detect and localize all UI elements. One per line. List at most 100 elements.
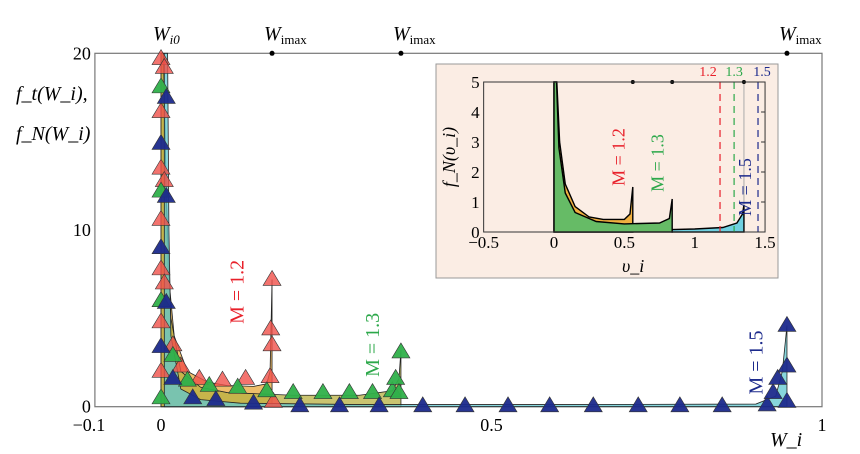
data-point-triangle [156,186,176,203]
inset-series-annotation: M = 1.5 [735,158,755,216]
data-point-triangle [151,388,171,405]
data-point-triangle [206,390,226,406]
subscript: imax [410,32,436,47]
data-point-triangle [777,356,797,373]
inset-background [435,63,779,279]
data-point-triangle [151,259,171,276]
data-point-triangle [151,361,171,378]
inset-x-tick-label: 1 [690,233,699,252]
data-point-triangle [151,238,171,254]
data-point-triangle [290,396,310,413]
data-point-triangle [540,396,560,413]
text-part: W [779,23,798,45]
data-point-triangle [670,396,690,413]
inset-x-tick-label: 1.5 [754,233,775,252]
data-point-triangle [628,396,648,413]
data-point-triangle [154,273,174,290]
inset-x-tick-label: −0.5 [468,233,499,252]
top-marker-label: Wimax [264,23,307,47]
x-axis-label: W_i [770,429,802,451]
data-point-triangle [236,368,256,385]
data-point-triangle [151,337,171,353]
data-point-triangle [151,158,171,175]
data-point-triangle [263,391,283,408]
data-point-triangle [339,382,359,399]
data-point-triangle [151,77,171,94]
data-point-triangle [369,396,389,413]
data-point-triangle [154,57,174,74]
subscript: imax [281,32,307,47]
imax-dot [269,50,275,56]
axis-labels: f_t(W_i), f_N(W_i) W_i f_N(υ_i) υ_i [16,83,802,451]
subscript: i0 [170,32,181,47]
data-point-triangle [163,368,183,385]
data-point-triangle [389,382,409,399]
data-point-triangle [261,319,281,336]
x-tick-label: 1 [818,415,827,435]
series-annotation: M = 1.5 [746,330,768,394]
text-part: W [264,23,283,45]
data-point-triangle [156,87,176,104]
inset-frame [483,81,766,233]
inset-dashed-label: 1.3 [725,65,743,80]
data-point-triangle [151,312,171,329]
inset-y-tick-label: 4 [471,103,480,122]
y-tick-label: 0 [82,397,91,417]
y-axis-label-line-1: f_t(W_i), [16,83,88,105]
data-point-triangle [413,396,433,413]
inset-x-axis-label: υ_i [622,256,644,276]
data-point-triangle [777,391,797,408]
inset-y-tick-label: 0 [471,223,480,242]
text-part: W [393,23,412,45]
imax-dot [398,50,404,56]
inset-series-fill-3 [671,204,745,233]
y-axis-label-line-2: f_N(W_i) [16,123,91,145]
imax-dot [784,50,790,56]
inset-dashed-label: 1.2 [699,65,717,80]
inset-series-annotation: M = 1.3 [648,134,668,192]
data-point-triangle [228,377,248,394]
data-point-triangle [154,170,174,187]
data-point-triangle [386,368,406,385]
data-point-triangle [329,396,349,413]
data-point-triangle [257,381,277,398]
inset-dashed-label: 1.5 [753,65,771,80]
data-point-triangle [163,345,183,362]
inset-y-tick-label: 1 [471,193,480,212]
data-point-triangle [199,375,219,392]
data-point-triangle [156,292,176,309]
data-point-triangle [757,395,777,412]
data-point-triangle [244,393,264,410]
data-point-triangle [455,396,475,413]
series-annotation: M = 1.2 [227,260,249,324]
inset-y-axis-label: f_N(υ_i) [439,127,460,187]
data-point-triangle [171,356,191,373]
data-point-triangle [177,370,197,387]
inset-y-tick-label: 5 [471,73,480,92]
data-point-triangle [212,370,233,387]
y-tick-label: 10 [73,220,91,240]
series-annotation: M = 1.3 [362,313,384,377]
data-point-triangle [712,396,732,413]
data-point-triangle [151,133,171,150]
data-point-triangle [189,368,209,385]
data-point-triangle [763,382,783,399]
top-marker-label: Wimax [779,23,822,47]
data-point-triangle [262,269,282,286]
data-point-triangle [583,396,603,413]
data-point-triangle [151,102,171,118]
data-point-triangle [498,396,518,413]
data-point-triangle [183,388,203,405]
inset-x-tick-label: 0.5 [614,233,635,252]
subscript: imax [796,32,822,47]
text-part: W [153,23,172,45]
y-tick-label: 20 [73,43,91,63]
data-point-triangle [260,367,280,383]
data-point-triangle [362,382,383,399]
data-point-triangle [262,335,282,352]
data-point-triangle [391,342,411,359]
top-marker-label: Wi0 [153,23,180,47]
